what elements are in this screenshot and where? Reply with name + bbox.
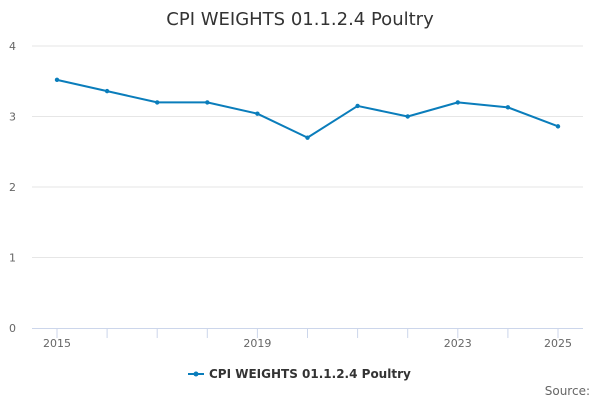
data-point[interactable] — [155, 100, 160, 105]
y-axis-labels: 0 1 2 3 4 — [9, 40, 16, 335]
chart-title: CPI WEIGHTS 01.1.2.4 Poultry — [166, 9, 434, 30]
grid-lines — [32, 45, 583, 258]
y-tick-label: 1 — [9, 252, 16, 265]
data-point[interactable] — [104, 88, 110, 94]
data-point[interactable] — [205, 100, 210, 105]
legend-item-label[interactable]: CPI WEIGHTS 01.1.2.4 Poultry — [209, 367, 411, 381]
y-tick-label: 0 — [9, 322, 16, 335]
data-point[interactable] — [555, 124, 561, 129]
data-point[interactable] — [305, 135, 310, 140]
x-axis: 2015 2019 2023 2025 — [32, 328, 583, 350]
series-layer — [54, 77, 561, 140]
data-point[interactable] — [405, 114, 410, 119]
x-tick-label: 2015 — [43, 337, 71, 350]
credits-source[interactable]: Source: — [545, 384, 590, 398]
y-tick-label: 4 — [9, 40, 16, 53]
data-point[interactable] — [455, 100, 460, 105]
y-tick-label: 3 — [9, 111, 16, 124]
data-point[interactable] — [54, 77, 60, 83]
legend-marker-icon — [193, 371, 199, 377]
data-point[interactable] — [255, 111, 260, 116]
legend[interactable]: CPI WEIGHTS 01.1.2.4 Poultry — [188, 367, 411, 381]
x-tick-label: 2023 — [444, 337, 472, 350]
x-tick-label: 2019 — [243, 337, 271, 350]
y-tick-label: 2 — [9, 181, 16, 194]
data-point[interactable] — [355, 103, 360, 109]
x-tick-label: 2025 — [544, 337, 572, 350]
data-point[interactable] — [505, 105, 511, 110]
